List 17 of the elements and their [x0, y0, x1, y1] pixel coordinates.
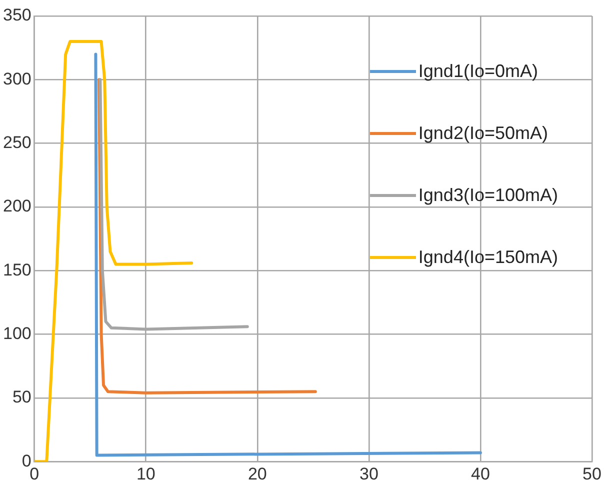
x-tick-label: 40 — [471, 464, 490, 484]
x-tick-label: 50 — [582, 464, 602, 484]
legend-label: Ignd1(Io=0mA) — [418, 60, 538, 82]
x-tick-label: 20 — [248, 464, 267, 484]
x-tick-label: 10 — [136, 464, 156, 484]
legend-label: Ignd2(Io=50mA) — [418, 122, 548, 144]
y-tick-label: 150 — [2, 260, 32, 280]
x-tick-label: 30 — [359, 464, 378, 484]
y-tick-label: 0 — [22, 451, 32, 470]
y-tick-label: 350 — [2, 6, 32, 25]
legend-label: Ignd4(Io=150mA) — [418, 246, 558, 268]
y-tick-label: 200 — [2, 196, 32, 216]
y-tick-label: 300 — [2, 69, 32, 88]
y-tick-label: 250 — [2, 133, 32, 152]
y-tick-label: 100 — [2, 324, 32, 343]
y-tick-label: 50 — [12, 388, 32, 407]
legend-label: Ignd3(Io=100mA) — [418, 184, 558, 206]
